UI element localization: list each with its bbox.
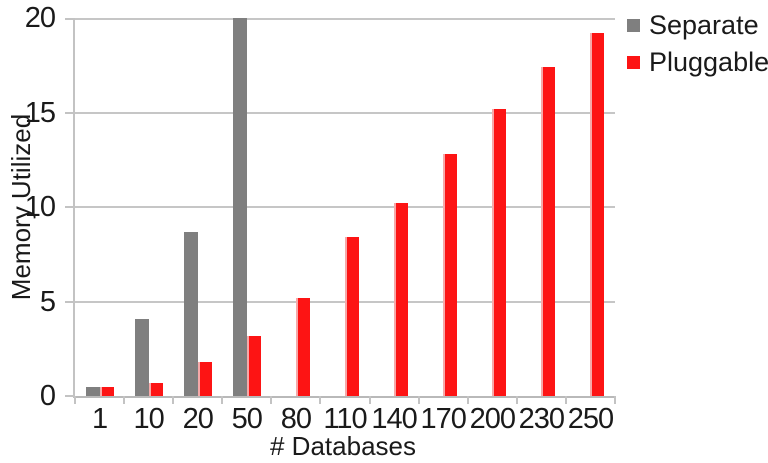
bar-pluggable-50 [246,336,261,396]
y-tick-label-0: 0 [39,380,56,412]
x-tick-mark-0 [74,396,76,404]
x-tick-mark-10 [564,396,567,404]
bar-pluggable-250 [590,33,605,396]
y-tick-mark-0 [65,395,73,397]
x-tick-mark-8 [466,396,469,404]
gridline-y-20 [75,18,615,20]
y-tick-mark-5 [65,300,73,303]
x-tick-mark-1 [123,396,126,404]
bar-separate-1 [85,387,100,396]
x-tick-mark-11 [614,396,616,404]
bar-pluggable-110 [345,237,359,396]
bar-pluggable-200 [492,109,507,396]
bar-pluggable-170 [443,154,458,396]
bar-pluggable-140 [394,203,409,396]
bar-pluggable-80 [295,298,310,396]
y-tick-label-20: 20 [24,2,56,34]
x-tick-label-140: 140 [371,403,417,435]
x-axis-title: # Databases [270,431,416,461]
bar-separate-10 [134,319,149,396]
y-tick-label-5: 5 [39,285,56,318]
legend-item-separate: Separate [627,7,768,43]
x-tick-label-230: 230 [518,403,565,435]
bar-separate-20 [183,232,198,396]
y-tick-mark-20 [65,18,73,20]
x-tick-mark-6 [368,396,371,404]
x-tick-label-10: 10 [133,403,164,435]
gridline-y-15 [75,111,615,114]
x-tick-mark-2 [172,396,175,404]
x-tick-label-200: 200 [469,403,516,435]
legend-swatch-pluggable [627,55,640,69]
x-tick-label-110: 110 [323,403,367,435]
x-tick-mark-4 [270,396,273,404]
bar-pluggable-230 [541,67,556,396]
x-tick-label-250: 250 [567,403,614,435]
legend-label-pluggable: Pluggable [649,47,768,77]
bar-separate-50 [232,18,247,396]
x-tick-mark-7 [417,396,420,404]
y-tick-mark-10 [65,206,73,208]
x-tick-label-80: 80 [280,403,312,435]
gridline-y-10 [75,206,615,208]
legend: Separate Pluggable [627,7,768,81]
bar-pluggable-1 [99,387,114,396]
x-tick-mark-9 [515,396,518,404]
plot-area: 1 10 20 50 80 110 140 170 200 230 250 [65,18,616,435]
y-tick-mark-15 [65,111,73,114]
legend-swatch-separate [627,18,640,32]
y-tick-label-15: 15 [24,96,56,129]
x-tick-label-20: 20 [182,403,214,435]
legend-item-pluggable: Pluggable [627,44,768,80]
y-tick-label-10: 10 [24,191,56,223]
x-tick-mark-3 [221,396,224,404]
x-tick-label-1: 1 [91,403,108,435]
x-tick-label-50: 50 [231,403,263,435]
bar-pluggable-20 [197,362,212,396]
legend-label-separate: Separate [649,10,759,40]
x-tick-mark-5 [319,396,322,404]
bar-pluggable-10 [148,383,163,396]
x-tick-label-170: 170 [420,403,466,435]
